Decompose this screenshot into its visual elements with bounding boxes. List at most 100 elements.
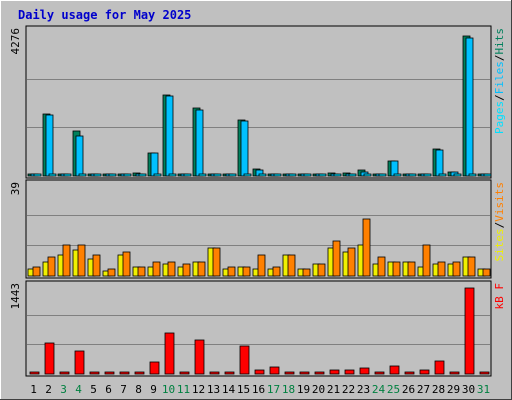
legend-item-files: Files — [493, 61, 506, 94]
bar-kb-f-day-31 — [479, 371, 490, 375]
bar-kb-f-day-21 — [329, 369, 340, 375]
x-tick-label-day-1: 1 — [30, 383, 37, 396]
legend-item-pages: Pages — [493, 101, 506, 134]
bar-visits-day-25 — [392, 261, 401, 277]
bar-visits-day-29 — [452, 261, 461, 277]
bar-kb-f-day-12 — [194, 339, 205, 375]
bar-kb-f-day-2 — [44, 342, 55, 375]
legend-visits-sites: Sites/Visits — [493, 182, 506, 262]
bar-kb-f-day-25 — [389, 365, 400, 375]
bar-visits-day-5 — [92, 254, 101, 277]
bar-visits-day-15 — [242, 266, 251, 277]
legend-kbytes: kB F — [493, 283, 506, 310]
x-tick-label-day-28: 28 — [432, 383, 445, 396]
bar-kb-f-day-13 — [209, 371, 220, 375]
bar-pages-day-13 — [213, 173, 222, 177]
bar-kb-f-day-26 — [404, 371, 415, 375]
panel-frame-hits-files-pages — [25, 25, 492, 179]
bar-visits-day-4 — [77, 244, 86, 277]
bar-kb-f-day-5 — [89, 371, 100, 375]
bar-kb-f-day-6 — [104, 371, 115, 375]
bar-pages-day-5 — [93, 173, 102, 177]
x-tick-label-day-30: 30 — [462, 383, 475, 396]
bar-pages-day-16 — [258, 173, 267, 177]
x-tick-label-day-7: 7 — [120, 383, 127, 396]
bar-kb-f-day-10 — [164, 332, 175, 375]
x-tick-label-day-20: 20 — [312, 383, 325, 396]
bar-kb-f-day-15 — [239, 345, 250, 375]
max-label-hits-files-pages: 4276 — [9, 28, 22, 55]
bar-pages-day-23 — [363, 173, 372, 177]
bar-kb-f-day-11 — [179, 371, 190, 375]
bar-visits-day-18 — [287, 254, 296, 277]
x-tick-label-day-6: 6 — [105, 383, 112, 396]
x-tick-label-day-12: 12 — [192, 383, 205, 396]
bar-visits-day-13 — [212, 247, 221, 277]
x-tick-label-day-4: 4 — [75, 383, 82, 396]
bar-pages-day-4 — [78, 173, 87, 177]
legend-item-visits: Visits — [493, 182, 506, 222]
bar-kb-f-day-23 — [359, 367, 370, 375]
x-tick-label-day-2: 2 — [45, 383, 52, 396]
legend-item-hits: Hits — [493, 28, 506, 55]
bar-visits-day-17 — [272, 266, 281, 277]
bar-pages-day-27 — [423, 173, 432, 177]
bar-pages-day-14 — [228, 173, 237, 177]
bar-kb-f-day-1 — [29, 371, 40, 375]
x-tick-label-day-9: 9 — [150, 383, 157, 396]
bar-files-day-2 — [45, 114, 54, 177]
bar-visits-day-8 — [137, 266, 146, 277]
x-tick-label-day-10: 10 — [162, 383, 175, 396]
bar-visits-day-11 — [182, 263, 191, 277]
bar-pages-day-12 — [198, 173, 207, 177]
bar-pages-day-2 — [48, 173, 57, 177]
bar-kb-f-day-24 — [374, 371, 385, 375]
x-tick-label-day-22: 22 — [342, 383, 355, 396]
bar-kb-f-day-8 — [134, 371, 145, 375]
bar-files-day-12 — [195, 109, 204, 177]
bar-pages-day-20 — [318, 173, 327, 177]
bar-kb-f-day-7 — [119, 371, 130, 375]
bar-kb-f-day-14 — [224, 371, 235, 375]
bar-pages-day-22 — [348, 173, 357, 177]
x-tick-label-day-11: 11 — [177, 383, 190, 396]
x-tick-label-day-26: 26 — [402, 383, 415, 396]
x-tick-label-day-31: 31 — [477, 383, 490, 396]
x-tick-label-day-18: 18 — [282, 383, 295, 396]
bar-kb-f-day-3 — [59, 371, 70, 375]
x-tick-label-day-14: 14 — [222, 383, 236, 396]
x-tick-label-day-21: 21 — [327, 383, 340, 396]
bar-files-day-28 — [435, 149, 444, 177]
bar-pages-day-1 — [33, 173, 42, 177]
x-tick-label-day-23: 23 — [357, 383, 370, 396]
bar-files-day-9 — [150, 152, 159, 177]
bar-pages-day-31 — [483, 173, 492, 177]
bar-pages-day-11 — [183, 173, 192, 177]
bar-pages-day-8 — [138, 173, 147, 177]
panel-frame-kbytes — [25, 280, 492, 377]
bar-pages-day-6 — [108, 173, 117, 177]
bar-pages-day-30 — [468, 173, 477, 177]
chart-title: Daily usage for May 2025 — [18, 8, 191, 22]
bar-visits-day-16 — [257, 254, 266, 277]
bar-files-day-4 — [75, 135, 84, 177]
x-tick-label-day-16: 16 — [252, 383, 265, 396]
x-tick-label-day-29: 29 — [447, 383, 460, 396]
bar-pages-day-29 — [453, 173, 462, 177]
bar-pages-day-9 — [153, 173, 162, 177]
bar-pages-day-3 — [63, 173, 72, 177]
bar-visits-day-9 — [152, 261, 161, 277]
bar-kb-f-day-30 — [464, 287, 475, 375]
legend-separator: / — [493, 222, 506, 229]
bar-files-day-10 — [165, 95, 174, 177]
bar-kb-f-day-20 — [314, 371, 325, 375]
legend-item-sites: Sites — [493, 228, 506, 261]
x-tick-label-day-24: 24 — [372, 383, 386, 396]
x-tick-label-day-13: 13 — [207, 383, 220, 396]
bar-kb-f-day-16 — [254, 369, 265, 375]
bar-visits-day-31 — [482, 268, 491, 277]
bar-pages-day-25 — [393, 173, 402, 177]
bar-visits-day-6 — [107, 268, 116, 277]
